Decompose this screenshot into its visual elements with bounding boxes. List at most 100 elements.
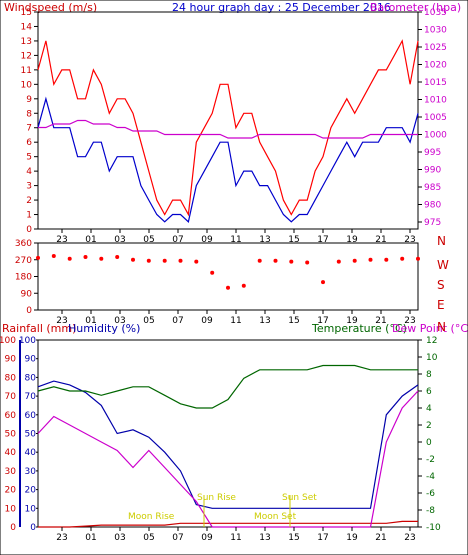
temperature-line — [37, 364, 418, 409]
baro-y-tick-label: 1015 — [424, 78, 447, 88]
wind-direction-point — [241, 283, 246, 288]
wind-y-tick-label: 8 — [26, 109, 32, 119]
x-tick-label: 21 — [375, 316, 386, 326]
wind-direction-point — [226, 285, 230, 290]
wind-direction-point — [305, 260, 310, 265]
x-tick-label: 09 — [201, 316, 213, 326]
hum-y-tick-label: 40 — [25, 448, 37, 458]
wind-y-tick-label: 9 — [26, 95, 32, 105]
x-tick-label: 07 — [172, 533, 183, 543]
wind-y-tick-label: 7 — [26, 124, 32, 134]
temp-y-tick-label: -4 — [426, 472, 435, 482]
wind-y-tick-label: 0 — [26, 225, 32, 235]
hum-y-tick-label: 90 — [25, 355, 37, 365]
dewpoint-axis-title: Dew Point (°C) — [392, 322, 468, 335]
dir-y-tick-label: 270 — [15, 256, 32, 266]
baro-y-tick-label: 1005 — [424, 113, 447, 123]
temp-y-tick-label: -6 — [426, 489, 435, 499]
x-tick-label: 19 — [346, 533, 358, 543]
rain-y-tick-label: 50 — [5, 430, 17, 440]
humidity-line — [37, 380, 419, 509]
x-tick-label: 05 — [143, 533, 154, 543]
wind-direction-point — [321, 280, 325, 285]
wind-direction-point — [400, 256, 405, 261]
wind-direction-point — [273, 258, 278, 263]
wind-direction-point — [257, 258, 262, 263]
baro-y-tick-label: 990 — [424, 166, 441, 176]
sun-set-label: Sun Set — [282, 493, 317, 503]
x-tick-label: 21 — [375, 533, 386, 543]
baro-y-tick-label: 1035 — [424, 8, 447, 18]
hum-y-tick-label: 50 — [25, 430, 37, 440]
wind-y-tick-label: 2 — [26, 196, 32, 206]
baro-y-tick-label: 1000 — [424, 131, 447, 141]
wind-direction-point — [352, 258, 357, 263]
hum-y-tick-label: 20 — [25, 486, 37, 496]
temp-y-tick-label: 4 — [426, 404, 432, 414]
wind-direction-point — [416, 256, 420, 261]
hum-y-tick-label: 70 — [25, 392, 37, 402]
sun-rise-label: Sun Rise — [197, 493, 236, 503]
x-tick-label: 19 — [346, 316, 358, 326]
wind-direction-point — [384, 257, 389, 262]
wind-y-tick-label: 1 — [26, 211, 32, 221]
baro-y-tick-label: 985 — [424, 183, 441, 193]
temp-y-tick-label: 10 — [426, 353, 438, 363]
wind-direction-point — [336, 259, 341, 264]
dir-y-tick-label: 0 — [26, 306, 32, 316]
x-tick-label: 07 — [172, 235, 183, 245]
wind-direction-point — [146, 258, 151, 263]
top-panel-frame — [37, 11, 419, 230]
rain-y-tick-label: 100 — [0, 336, 16, 346]
wind-y-tick-label: 13 — [21, 37, 32, 47]
x-tick-label: 01 — [85, 533, 96, 543]
compass-label: N — [437, 320, 446, 334]
rain-y-tick-label: 10 — [5, 504, 17, 514]
rain-y-tick-label: 80 — [5, 373, 17, 383]
wind-direction-point — [368, 257, 373, 262]
x-tick-label: 13 — [259, 316, 270, 326]
wind-y-tick-label: 4 — [26, 167, 32, 177]
temp-y-tick-label: 0 — [426, 438, 432, 448]
x-tick-label: 03 — [114, 316, 125, 326]
wind-y-tick-label: 11 — [21, 66, 32, 76]
x-tick-label: 11 — [230, 235, 241, 245]
wind-direction-point — [115, 255, 120, 259]
wind-y-tick-label: 6 — [26, 138, 32, 148]
x-tick-label: 23 — [56, 316, 67, 326]
humidity-axis-title: Humidity (%) — [68, 322, 140, 335]
barometer-line — [38, 119, 418, 139]
rain-y-tick-label: 60 — [5, 411, 17, 421]
compass-label: N — [437, 234, 446, 248]
hum-y-tick-label: 100 — [19, 336, 36, 346]
chart-marks-layer: 0123456789101112131415975980985990995100… — [0, 8, 449, 543]
wind-direction-point — [194, 259, 199, 264]
x-tick-label: 23 — [56, 235, 67, 245]
dewpoint-line — [37, 390, 419, 528]
wind-y-tick-label: 5 — [26, 153, 32, 163]
hum-y-tick-label: 30 — [25, 467, 37, 477]
x-tick-label: 03 — [114, 235, 125, 245]
rain-y-tick-label: 20 — [5, 486, 17, 496]
rain-y-tick-label: 90 — [5, 355, 17, 365]
x-tick-label: 15 — [288, 533, 299, 543]
temp-y-tick-label: 2 — [426, 421, 432, 431]
x-tick-label: 23 — [404, 533, 415, 543]
x-tick-label: 19 — [346, 235, 358, 245]
x-tick-label: 17 — [317, 316, 328, 326]
x-tick-label: 05 — [143, 235, 154, 245]
wind-direction-point — [131, 257, 135, 262]
wind-y-tick-label: 10 — [21, 80, 33, 90]
temp-y-tick-label: 12 — [426, 336, 437, 346]
hum-y-tick-label: 80 — [25, 373, 37, 383]
rain-y-tick-label: 70 — [5, 392, 17, 402]
wind-direction-point — [99, 256, 104, 261]
wind-direction-point — [51, 254, 56, 258]
wind-y-tick-label: 15 — [21, 8, 32, 18]
temp-y-tick-label: -8 — [426, 506, 435, 516]
barometer-axis-title: Barometer (hpa) — [370, 1, 461, 14]
rain-y-tick-label: 40 — [5, 448, 17, 458]
